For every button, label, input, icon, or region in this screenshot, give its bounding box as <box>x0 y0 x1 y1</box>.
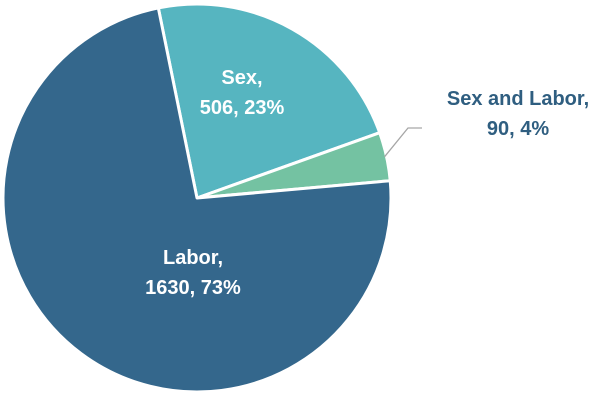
slice-label-name: Labor, <box>163 247 223 269</box>
slice-label-name: Sex, <box>221 67 262 89</box>
slice-label-name: Sex and Labor, <box>447 88 589 110</box>
slice-labels: Sex, 506, 23% Sex and Labor, 90, 4% Labor, 16… <box>145 67 589 299</box>
leader-lines <box>383 127 422 158</box>
pie-slices <box>1 2 393 394</box>
slice-label-value: 506, 23% <box>200 97 285 119</box>
pie-slice-sex <box>156 2 382 200</box>
slice-label-labor: Labor, 1630, 73% <box>145 247 241 299</box>
pie-slice-labor <box>1 6 393 394</box>
slice-label-sex: Sex, 506, 23% <box>200 67 285 119</box>
slice-label-sex-and-labor: Sex and Labor, 90, 4% <box>447 88 589 140</box>
leader-line-sex-and-labor <box>383 127 422 158</box>
slice-label-value: 90, 4% <box>487 118 549 140</box>
slice-label-value: 1630, 73% <box>145 277 241 299</box>
